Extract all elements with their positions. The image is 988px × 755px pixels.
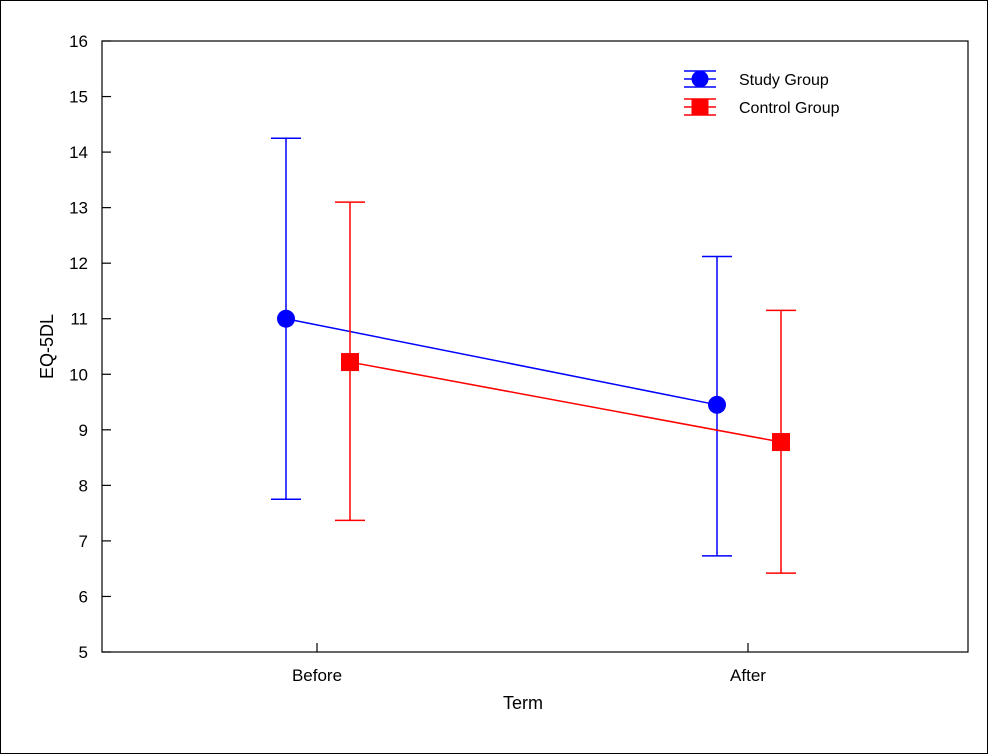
series-2: [335, 201, 796, 574]
y-tick-label: 14: [69, 143, 88, 162]
legend-item: Control Group: [684, 98, 840, 117]
x-tick-label: Before: [292, 666, 342, 685]
y-tick-label: 7: [79, 532, 88, 551]
x-tick-label: After: [730, 666, 766, 685]
series-line: [349, 361, 782, 443]
y-tick-label: 12: [69, 254, 88, 273]
y-tick-label: 8: [79, 476, 88, 495]
y-tick-label: 6: [79, 587, 88, 606]
y-tick-label: 11: [70, 310, 88, 329]
legend-marker: [691, 70, 709, 88]
y-tick-label: 5: [79, 643, 88, 662]
y-tick-label: 15: [69, 88, 88, 107]
y-tick-label: 13: [69, 199, 88, 218]
legend-label: Control Group: [739, 100, 840, 117]
legend-item: Study Group: [684, 70, 829, 89]
x-axis-label: Term: [503, 693, 543, 713]
series-1: [271, 137, 732, 557]
data-point: [277, 309, 295, 328]
y-tick-label: 10: [69, 365, 88, 384]
legend-label: Study Group: [739, 72, 829, 89]
legend-marker: [691, 98, 709, 116]
y-tick-label: 16: [69, 32, 88, 51]
data-point: [708, 395, 726, 414]
series-line: [285, 317, 718, 406]
y-axis: 5 6 7 8 9 10 11 12 13 14 15 16: [69, 32, 111, 662]
plot-area: [101, 40, 969, 653]
data-point: [772, 433, 790, 452]
series-layer: [271, 137, 796, 574]
data-point: [341, 353, 359, 372]
y-tick-label: 9: [79, 421, 88, 440]
legend: Study Group Control Group: [684, 70, 840, 117]
x-axis: Before After: [292, 643, 766, 685]
y-axis-label: EQ-5DL: [37, 314, 57, 379]
